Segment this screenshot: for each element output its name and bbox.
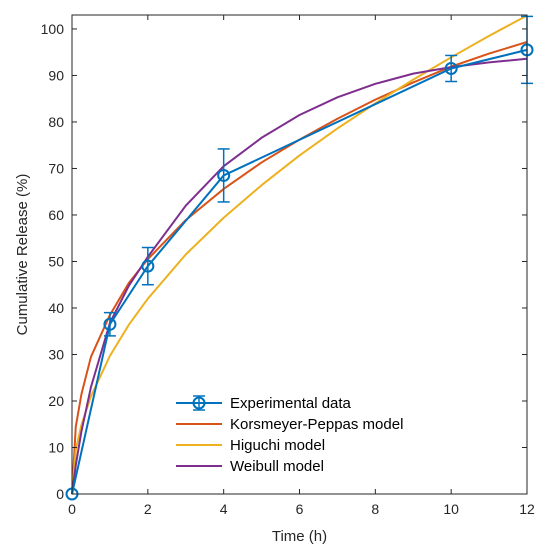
y-tick-label: 20 <box>48 393 64 409</box>
x-tick-label: 10 <box>443 501 459 517</box>
y-tick-label: 60 <box>48 207 64 223</box>
y-tick-label: 10 <box>48 439 64 455</box>
legend-entry-4: Weibull model <box>176 458 324 475</box>
x-axis-label: Time (h) <box>272 528 327 545</box>
x-tick-label: 2 <box>144 501 152 517</box>
data-point <box>217 168 231 182</box>
ticks-layer: 0 2 4 6 8 10 12 0 10 20 30 40 50 60 70 80 90 100 <box>41 15 535 517</box>
experimental-line <box>71 48 528 495</box>
data-point <box>103 317 117 331</box>
y-tick-label: 40 <box>48 300 64 316</box>
y-tick-label: 0 <box>56 486 64 502</box>
legend-label: Weibull model <box>230 458 324 475</box>
legend-label: Korsmeyer-Peppas model <box>230 416 403 433</box>
y-tick-label: 100 <box>41 21 65 37</box>
x-tick-label: 0 <box>68 501 76 517</box>
data-point <box>141 259 155 273</box>
x-tick-label: 8 <box>371 501 379 517</box>
y-tick-label: 90 <box>48 67 64 83</box>
y-tick-label: 30 <box>48 346 64 362</box>
y-tick-label: 80 <box>48 114 64 130</box>
data-point <box>444 61 458 75</box>
x-tick-label: 4 <box>220 501 228 517</box>
legend-entry-2: Korsmeyer-Peppas model <box>176 416 403 433</box>
legend-entry-3: Higuchi model <box>176 437 325 454</box>
legend: Experimental data Korsmeyer-Peppas model H… <box>176 395 403 475</box>
x-tick-label: 6 <box>296 501 304 517</box>
y-tick-label: 70 <box>48 160 64 176</box>
y-axis-label: Cumulative Release (%) <box>14 174 31 336</box>
x-tick-label: 12 <box>519 501 535 517</box>
y-tick-label: 50 <box>48 253 64 269</box>
legend-entry-1: Experimental data <box>176 395 352 412</box>
legend-label: Experimental data <box>230 395 352 412</box>
legend-label: Higuchi model <box>230 437 325 454</box>
